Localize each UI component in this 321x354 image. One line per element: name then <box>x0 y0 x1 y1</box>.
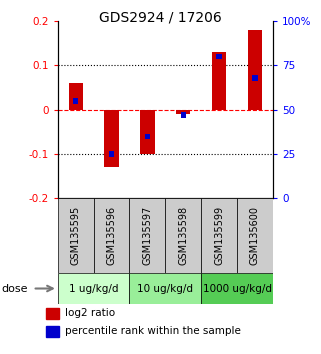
Text: GSM135598: GSM135598 <box>178 206 188 265</box>
Text: GSM135600: GSM135600 <box>250 206 260 265</box>
Bar <box>145 134 150 139</box>
Text: 1 ug/kg/d: 1 ug/kg/d <box>69 284 118 293</box>
Bar <box>248 30 262 110</box>
Bar <box>129 198 165 273</box>
Text: percentile rank within the sample: percentile rank within the sample <box>65 326 241 336</box>
Bar <box>46 308 59 319</box>
Bar <box>165 198 201 273</box>
Bar <box>252 75 258 81</box>
Bar <box>109 152 114 156</box>
Text: dose: dose <box>2 284 28 293</box>
Bar <box>129 273 201 304</box>
Bar <box>180 113 186 118</box>
Text: GSM135599: GSM135599 <box>214 206 224 265</box>
Text: GSM135596: GSM135596 <box>107 206 117 265</box>
Bar <box>58 198 94 273</box>
Bar <box>237 198 273 273</box>
Bar <box>140 110 155 154</box>
Bar <box>201 198 237 273</box>
Text: GSM135595: GSM135595 <box>71 206 81 265</box>
Bar <box>201 273 273 304</box>
Text: 1000 ug/kg/d: 1000 ug/kg/d <box>203 284 272 293</box>
Bar <box>58 273 129 304</box>
Bar <box>69 83 83 110</box>
Bar <box>104 110 119 167</box>
Bar <box>176 110 190 114</box>
Bar <box>216 54 222 59</box>
Text: 10 ug/kg/d: 10 ug/kg/d <box>137 284 193 293</box>
Bar <box>94 198 129 273</box>
Bar <box>46 326 59 337</box>
Text: log2 ratio: log2 ratio <box>65 308 115 318</box>
Bar <box>73 98 78 104</box>
Bar <box>212 52 226 110</box>
Text: GSM135597: GSM135597 <box>143 206 152 265</box>
Text: GDS2924 / 17206: GDS2924 / 17206 <box>99 11 222 25</box>
